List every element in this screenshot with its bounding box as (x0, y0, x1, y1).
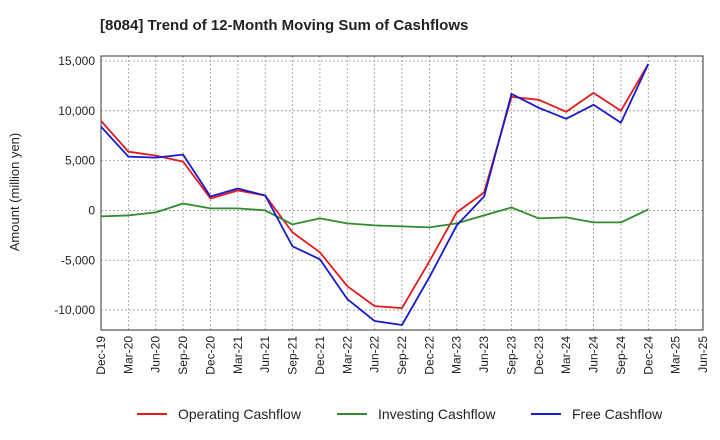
y-tick-label: 10,000 (58, 104, 95, 118)
chart-title: [8084] Trend of 12-Month Moving Sum of C… (100, 17, 468, 34)
x-tick-label: Mar-21 (231, 336, 245, 374)
x-tick-label: Jun-21 (258, 336, 272, 373)
x-tick-label: Jun-23 (477, 336, 491, 373)
x-tick-label: Mar-23 (450, 336, 464, 374)
x-tick-label: Sep-23 (504, 336, 518, 375)
y-axis-ticks: 15,000 10,000 5,000 0 -5,000 -10,000 (54, 54, 95, 317)
x-tick-label: Sep-20 (176, 336, 190, 375)
y-tick-label: 15,000 (58, 54, 95, 68)
x-tick-label: Mar-25 (669, 336, 683, 374)
x-tick-label: Jun-20 (149, 336, 163, 373)
x-tick-label: Jun-22 (368, 336, 382, 373)
grid-lines (100, 56, 704, 330)
x-tick-label: Mar-22 (340, 336, 354, 374)
x-tick-label: Dec-19 (94, 336, 108, 375)
legend: Operating Cashflow Investing Cashflow Free… (137, 406, 663, 422)
series-line-free-cashflow (100, 63, 650, 326)
legend-label-investing-cashflow: Investing Cashflow (378, 406, 496, 422)
plot-border (100, 55, 704, 331)
y-tick-label: 5,000 (65, 154, 95, 168)
series-line-investing-cashflow (100, 202, 649, 229)
y-tick-label: 0 (88, 203, 95, 217)
x-tick-label: Dec-24 (641, 336, 655, 375)
y-tick-label: -10,000 (54, 303, 95, 317)
plot-frame (100, 55, 704, 331)
x-axis-ticks: Dec-19 Mar-20 Jun-20 Sep-20 Dec-20 Mar-21 Jun-… (94, 336, 710, 375)
series-line-operating-cashflow (100, 63, 650, 310)
series-lines (100, 63, 650, 326)
x-tick-label: Dec-20 (203, 336, 217, 375)
legend-label-operating-cashflow: Operating Cashflow (178, 406, 302, 422)
x-tick-label: Jun-25 (696, 336, 710, 373)
legend-label-free-cashflow: Free Cashflow (572, 406, 663, 422)
y-tick-label: -5,000 (61, 253, 95, 267)
x-tick-label: Sep-24 (614, 336, 628, 375)
x-tick-label: Sep-21 (286, 336, 300, 375)
x-tick-label: Dec-21 (313, 336, 327, 375)
x-tick-label: Mar-20 (121, 336, 135, 374)
x-tick-label: Sep-22 (395, 336, 409, 375)
x-tick-label: Dec-22 (422, 336, 436, 375)
x-tick-label: Dec-23 (532, 336, 546, 375)
x-tick-label: Mar-24 (559, 336, 573, 374)
y-axis-label: Amount (million yen) (7, 133, 22, 252)
x-tick-label: Jun-24 (587, 336, 601, 373)
